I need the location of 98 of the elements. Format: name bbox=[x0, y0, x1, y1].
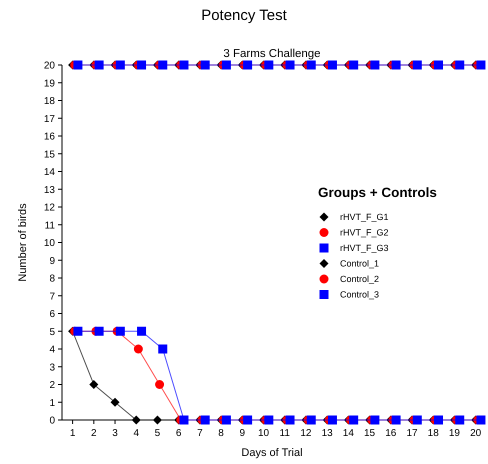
x-tick-label: 20 bbox=[470, 428, 482, 439]
point bbox=[152, 416, 162, 424]
point bbox=[306, 60, 316, 70]
y-tick-label: 12 bbox=[44, 202, 56, 214]
chart-subtitle: 3 Farms Challenge bbox=[223, 48, 321, 60]
y-tick-label: 2 bbox=[49, 380, 56, 391]
y-tick-label: 8 bbox=[49, 274, 56, 284]
point bbox=[412, 416, 422, 424]
point bbox=[264, 60, 274, 70]
point bbox=[110, 398, 120, 407]
y-tick-label: 16 bbox=[44, 132, 56, 142]
y-tick-label: 14 bbox=[44, 167, 56, 178]
x-tick-label: 5 bbox=[154, 428, 161, 439]
point bbox=[89, 380, 98, 389]
point bbox=[94, 326, 104, 336]
point bbox=[116, 326, 125, 336]
legend-label: Control_2 bbox=[340, 274, 380, 284]
point bbox=[73, 326, 82, 336]
y-tick-label: 11 bbox=[44, 220, 56, 232]
point bbox=[73, 60, 82, 70]
x-tick-label: 4 bbox=[133, 428, 140, 439]
point bbox=[137, 60, 146, 70]
point bbox=[349, 416, 358, 424]
point bbox=[158, 344, 168, 354]
point bbox=[370, 60, 380, 70]
x-tick-label: 12 bbox=[300, 428, 312, 439]
x-tick-label: 8 bbox=[218, 428, 224, 439]
point bbox=[349, 60, 358, 70]
point bbox=[222, 416, 231, 424]
point bbox=[179, 60, 188, 70]
x-tick-label: 3 bbox=[112, 428, 118, 439]
legend-label: Control_1 bbox=[340, 258, 380, 269]
point bbox=[476, 416, 486, 424]
y-tick-label: 17 bbox=[44, 114, 56, 125]
x-tick-label: 9 bbox=[240, 428, 246, 439]
x-tick-label: 18 bbox=[428, 428, 440, 439]
y-tick-label: 3 bbox=[49, 362, 56, 374]
point bbox=[392, 60, 401, 70]
point bbox=[132, 416, 141, 424]
point bbox=[243, 416, 252, 424]
y-tick-label: 5 bbox=[49, 326, 56, 338]
x-tick-label: 2 bbox=[91, 428, 98, 439]
legend-label: rHVT_F_G1 bbox=[340, 212, 389, 222]
y-tick-label: 15 bbox=[44, 149, 56, 160]
point bbox=[392, 416, 401, 424]
y-tick-label: 19 bbox=[44, 78, 56, 90]
legend-label: rHVT_F_G2 bbox=[340, 228, 389, 238]
y-tick-label: 10 bbox=[44, 238, 56, 249]
point bbox=[328, 60, 337, 70]
point bbox=[434, 60, 444, 70]
point bbox=[264, 416, 274, 424]
point bbox=[200, 60, 210, 70]
x-axis-title: Days of Trial bbox=[241, 447, 303, 459]
chart-title: Potency Test bbox=[201, 7, 288, 24]
x-tick-label: 16 bbox=[385, 428, 397, 439]
y-tick-label: 4 bbox=[49, 344, 56, 356]
legend-label: Control_3 bbox=[340, 290, 380, 300]
point bbox=[94, 60, 104, 70]
x-tick-label: 11 bbox=[280, 428, 290, 439]
y-tick-label: 18 bbox=[44, 96, 56, 107]
point bbox=[116, 60, 125, 70]
point bbox=[455, 60, 464, 70]
point bbox=[137, 326, 146, 336]
point bbox=[370, 416, 380, 424]
point bbox=[200, 416, 210, 424]
point bbox=[158, 60, 168, 70]
point bbox=[155, 380, 164, 389]
point bbox=[179, 416, 188, 424]
x-tick-label: 15 bbox=[364, 428, 376, 439]
x-tick-label: 19 bbox=[448, 428, 460, 439]
point bbox=[286, 416, 295, 424]
y-tick-label: 7 bbox=[49, 291, 56, 302]
point bbox=[134, 344, 143, 354]
y-tick-label: 6 bbox=[49, 309, 56, 320]
legend-title: Groups + Controls bbox=[318, 185, 437, 200]
point bbox=[306, 416, 316, 424]
x-tick-label: 7 bbox=[197, 428, 204, 439]
y-axis-title: Number of birds bbox=[17, 202, 29, 282]
x-tick-label: 10 bbox=[258, 428, 270, 439]
point bbox=[243, 60, 252, 70]
x-tick-label: 13 bbox=[322, 428, 334, 439]
y-tick-label: 9 bbox=[49, 256, 56, 267]
point bbox=[412, 60, 422, 70]
y-tick-label: 0 bbox=[49, 416, 56, 426]
point bbox=[476, 60, 486, 70]
point bbox=[455, 416, 464, 424]
x-tick-label: 17 bbox=[406, 428, 418, 439]
point bbox=[434, 416, 444, 424]
y-tick-label: 1 bbox=[49, 398, 56, 409]
x-tick-label: 1 bbox=[70, 428, 76, 439]
x-tick-label: 14 bbox=[342, 428, 354, 439]
legend-label: rHVT_F_G3 bbox=[340, 243, 389, 254]
point bbox=[328, 416, 337, 424]
point bbox=[286, 60, 295, 70]
y-tick-label: 13 bbox=[44, 184, 56, 196]
point bbox=[222, 60, 231, 70]
y-tick-label: 20 bbox=[44, 60, 56, 72]
x-tick-label: 6 bbox=[176, 428, 182, 439]
